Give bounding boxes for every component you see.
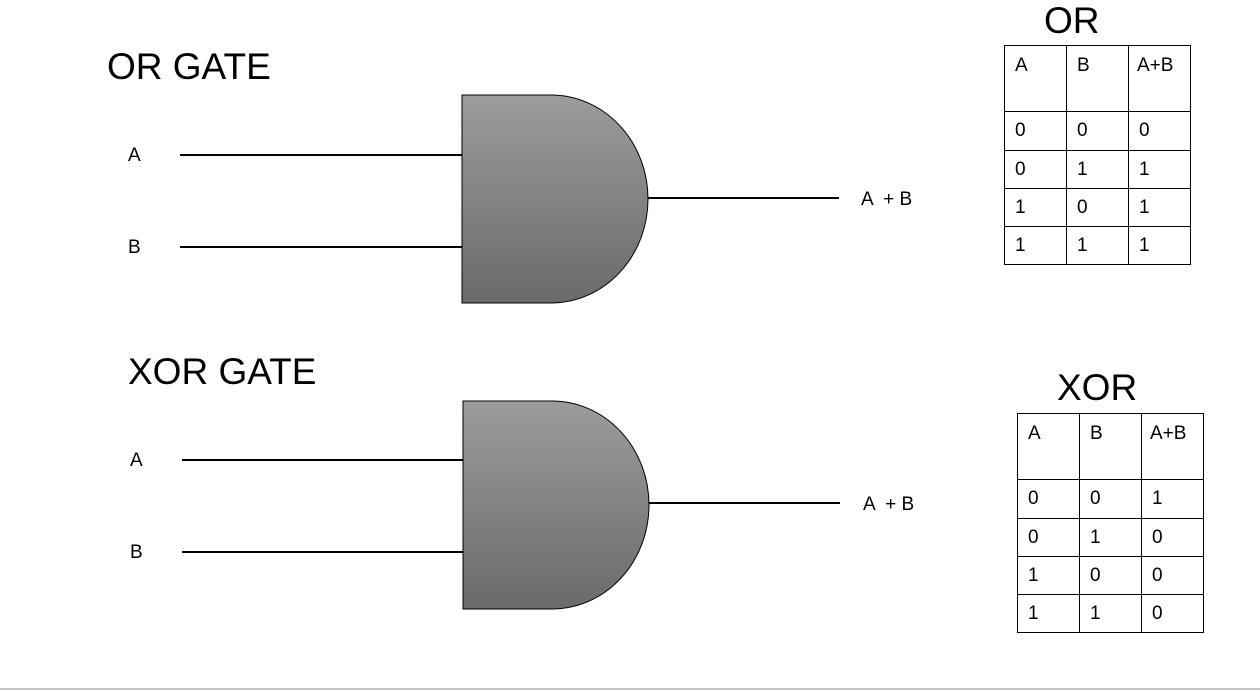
table-cell: 0 [1017, 479, 1080, 519]
table-cell: 1 [1066, 150, 1129, 189]
table-row: 1 1 0 [1017, 594, 1204, 633]
or-output-wire [648, 197, 839, 199]
table-cell: 1 [1017, 556, 1080, 595]
table-cell: 1 [1004, 226, 1067, 265]
table-row: 0 1 0 [1017, 518, 1204, 557]
xor-input-a-wire [182, 459, 464, 461]
table-cell: 0 [1004, 111, 1067, 151]
xor-input-b-wire [182, 551, 464, 553]
table-cell: 0 [1017, 518, 1080, 557]
xor-input-a-label: A [130, 450, 143, 471]
xor-input-b-label: B [130, 542, 143, 563]
table-cell: 0 [1141, 594, 1204, 633]
or-truth-table: A B A+B 0 0 0 0 1 1 1 0 1 1 1 1 [1004, 45, 1191, 265]
table-cell: 0 [1004, 150, 1067, 189]
table-row: 0 0 1 [1017, 479, 1204, 519]
or-input-b-label: B [128, 237, 141, 258]
xor-truth-table: A B A+B 0 0 1 0 1 0 1 0 0 1 1 0 [1017, 413, 1204, 633]
xor-table-title: XOR [1057, 367, 1138, 408]
table-header-cell: A [1017, 413, 1080, 480]
table-header-row: A B A+B [1004, 45, 1191, 112]
table-row: 0 0 0 [1004, 111, 1191, 151]
table-cell: 1 [1017, 594, 1080, 633]
table-cell: 1 [1128, 150, 1191, 189]
table-cell: 0 [1066, 188, 1129, 227]
table-header-cell: B [1066, 45, 1129, 112]
table-header-cell: A+B [1141, 413, 1204, 480]
table-cell: 0 [1128, 111, 1191, 151]
bottom-divider [0, 688, 1260, 690]
xor-gate-title: XOR GATE [128, 351, 317, 392]
or-input-b-wire [180, 246, 463, 248]
or-table-title: OR [1044, 0, 1100, 41]
table-header-row: A B A+B [1017, 413, 1204, 480]
xor-output-wire [649, 502, 840, 504]
or-input-a-label: A [128, 145, 141, 166]
table-header-cell: B [1079, 413, 1142, 480]
xor-output-label: A + B [863, 494, 915, 515]
table-cell: 0 [1079, 556, 1142, 595]
table-row: 1 1 1 [1004, 226, 1191, 265]
table-header-cell: A [1004, 45, 1067, 112]
table-cell: 1 [1079, 594, 1142, 633]
table-cell: 0 [1066, 111, 1129, 151]
table-cell: 1 [1079, 518, 1142, 557]
table-cell: 1 [1141, 479, 1204, 519]
table-row: 0 1 1 [1004, 150, 1191, 189]
table-cell: 1 [1066, 226, 1129, 265]
or-output-label: A + B [861, 189, 913, 210]
table-cell: 0 [1141, 518, 1204, 557]
table-row: 1 0 0 [1017, 556, 1204, 595]
table-row: 1 0 1 [1004, 188, 1191, 227]
table-cell: 0 [1141, 556, 1204, 595]
xor-gate-symbol [462, 400, 650, 610]
table-header-cell: A+B [1128, 45, 1191, 112]
or-input-a-wire [180, 154, 463, 156]
table-cell: 1 [1004, 188, 1067, 227]
or-gate-symbol [461, 94, 649, 304]
table-cell: 0 [1079, 479, 1142, 519]
table-cell: 1 [1128, 188, 1191, 227]
table-cell: 1 [1128, 226, 1191, 265]
or-gate-title: OR GATE [107, 46, 271, 87]
